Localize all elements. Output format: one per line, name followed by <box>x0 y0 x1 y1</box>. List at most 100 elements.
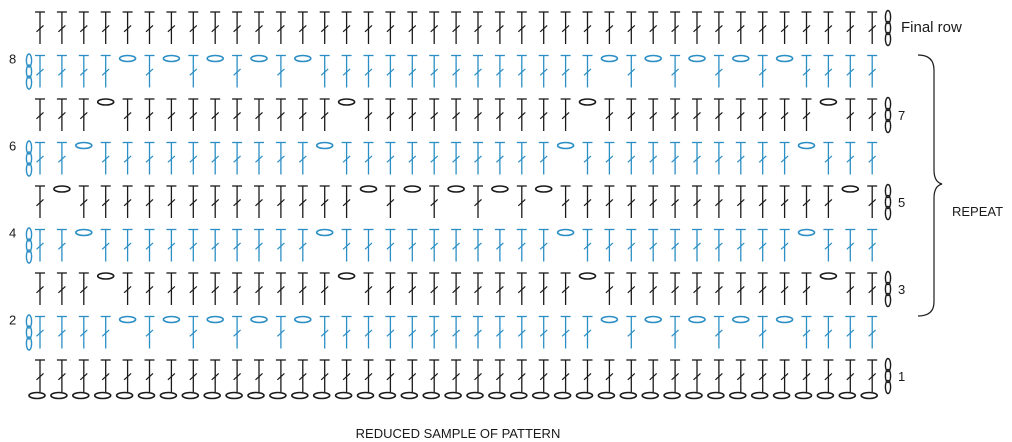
foundation-chain-stitch <box>750 391 769 400</box>
double-crochet-stitch <box>604 228 615 262</box>
double-crochet-stitch <box>626 98 637 131</box>
double-crochet-stitch <box>188 54 199 88</box>
chain-stitch <box>293 54 312 63</box>
double-crochet-stitch <box>188 185 199 218</box>
double-crochet-stitch <box>319 272 330 305</box>
double-crochet-stitch <box>538 54 549 88</box>
double-crochet-stitch <box>56 98 67 131</box>
double-crochet-stitch <box>560 315 571 349</box>
foundation-chain-stitch <box>707 391 725 400</box>
double-crochet-stitch <box>823 228 834 262</box>
double-crochet-stitch <box>210 228 221 262</box>
double-crochet-stitch <box>232 54 243 88</box>
foundation-chain-stitch <box>247 391 265 400</box>
double-crochet-stitch <box>582 315 593 349</box>
double-crochet-stitch <box>78 315 89 349</box>
double-crochet-stitch <box>166 185 177 218</box>
double-crochet-stitch <box>757 228 768 262</box>
double-crochet-stitch <box>144 54 155 88</box>
foundation-chain-stitch <box>685 391 703 400</box>
double-crochet-stitch <box>845 359 856 392</box>
double-crochet-stitch <box>188 141 199 175</box>
turning-chain <box>25 227 33 264</box>
double-crochet-stitch <box>100 359 111 392</box>
double-crochet-stitch <box>779 11 790 44</box>
double-crochet-stitch <box>670 11 681 44</box>
foundation-chain-stitch <box>860 391 879 400</box>
double-crochet-stitch <box>188 359 199 392</box>
chain-stitch <box>534 185 553 193</box>
double-crochet-stitch <box>166 98 177 131</box>
double-crochet-stitch <box>56 359 67 392</box>
double-crochet-stitch <box>78 98 89 131</box>
double-crochet-stitch <box>867 54 878 88</box>
double-crochet-stitch <box>166 11 177 44</box>
turning-chain <box>25 53 33 90</box>
double-crochet-stitch <box>473 185 483 218</box>
double-crochet-stitch <box>626 359 637 392</box>
double-crochet-stitch <box>407 272 418 305</box>
double-crochet-stitch <box>407 141 418 175</box>
final-row-label: Final row <box>901 19 962 36</box>
double-crochet-stitch <box>144 11 155 44</box>
chain-stitch <box>688 54 706 63</box>
double-crochet-stitch <box>757 272 768 305</box>
double-crochet-stitch <box>582 54 593 88</box>
chain-stitch <box>447 185 465 193</box>
row-6 <box>35 141 878 175</box>
double-crochet-stitch <box>670 228 681 262</box>
foundation-chain-stitch <box>137 391 156 400</box>
double-crochet-stitch <box>232 11 243 44</box>
turning-chain <box>884 270 892 308</box>
double-crochet-stitch <box>188 272 199 305</box>
foundation-chain-stitch <box>488 391 506 400</box>
double-crochet-stitch <box>210 98 221 131</box>
chain-stitch <box>250 54 268 63</box>
double-crochet-stitch <box>341 359 352 392</box>
row-3 <box>35 272 878 305</box>
foundation-chain-stitch <box>400 391 419 400</box>
repeat-label: REPEAT <box>952 204 1003 219</box>
row-2 <box>35 315 878 349</box>
chain-stitch <box>841 185 860 193</box>
double-crochet-stitch <box>144 98 155 131</box>
double-crochet-stitch <box>210 185 221 218</box>
double-crochet-stitch <box>670 185 681 218</box>
double-crochet-stitch <box>385 228 396 262</box>
foundation-chain-stitch <box>290 391 309 400</box>
double-crochet-stitch <box>779 228 790 262</box>
chain-stitch <box>688 315 706 324</box>
double-crochet-stitch <box>275 228 286 262</box>
double-crochet-stitch <box>188 11 199 44</box>
chain-stitch <box>797 228 816 237</box>
double-crochet-stitch <box>232 185 243 218</box>
double-crochet-stitch <box>538 11 549 44</box>
chain-stitch <box>206 315 224 324</box>
foundation-chain-stitch <box>334 391 353 400</box>
double-crochet-stitch <box>385 98 396 131</box>
double-crochet-stitch <box>78 185 89 218</box>
double-crochet-stitch <box>648 228 659 262</box>
double-crochet-stitch <box>626 11 637 44</box>
double-crochet-stitch <box>100 141 111 175</box>
double-crochet-stitch <box>254 272 264 305</box>
row-number-label: 5 <box>898 195 905 210</box>
foundation-chain-stitch <box>553 391 572 400</box>
double-crochet-stitch <box>560 272 571 305</box>
double-crochet-stitch <box>78 359 89 392</box>
double-crochet-stitch <box>473 11 483 44</box>
double-crochet-stitch <box>363 98 374 131</box>
double-crochet-stitch <box>692 98 702 131</box>
double-crochet-stitch <box>254 228 264 262</box>
double-crochet-stitch <box>122 272 133 305</box>
double-crochet-stitch <box>56 272 67 305</box>
double-crochet-stitch <box>735 11 746 44</box>
double-crochet-stitch <box>100 228 111 262</box>
row-final-row <box>35 11 878 44</box>
foundation-chain-stitch <box>159 391 178 400</box>
chain-stitch <box>600 315 619 324</box>
double-crochet-stitch <box>144 315 155 349</box>
double-crochet-stitch <box>35 54 45 88</box>
double-crochet-stitch <box>516 185 527 218</box>
chain-stitch <box>250 315 268 324</box>
